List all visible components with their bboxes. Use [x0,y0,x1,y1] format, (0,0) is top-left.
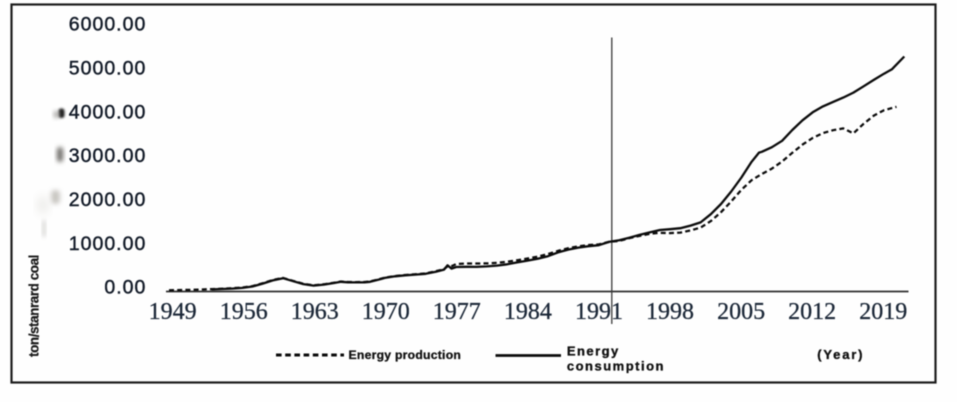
svg-text:4000.00: 4000.00 [69,101,147,123]
svg-text:1963: 1963 [291,299,339,325]
svg-text:1991: 1991 [575,299,623,325]
svg-text:1956: 1956 [220,299,268,325]
svg-text:6000.00: 6000.00 [69,14,147,36]
svg-text:1000.00: 1000.00 [69,233,147,255]
svg-text:1970: 1970 [362,299,410,325]
svg-text:0.00: 0.00 [104,277,146,299]
svg-text:consumption: consumption [567,358,665,373]
svg-text:1984: 1984 [504,299,552,325]
svg-text:3000.00: 3000.00 [69,145,147,167]
svg-text:ton/stanrard coal: ton/stanrard coal [27,255,42,357]
svg-text:Energy: Energy [567,343,620,358]
svg-text:5000.00: 5000.00 [69,57,147,79]
svg-text:Energy production: Energy production [349,348,462,362]
svg-text:(Year): (Year) [817,347,864,362]
svg-text:2012: 2012 [788,299,836,325]
svg-text:2005: 2005 [717,299,765,325]
svg-text:2019: 2019 [859,299,907,325]
svg-text:1977: 1977 [433,299,481,325]
svg-text:2000.00: 2000.00 [69,189,147,211]
svg-text:1949: 1949 [149,299,197,325]
svg-text:1998: 1998 [646,299,694,325]
